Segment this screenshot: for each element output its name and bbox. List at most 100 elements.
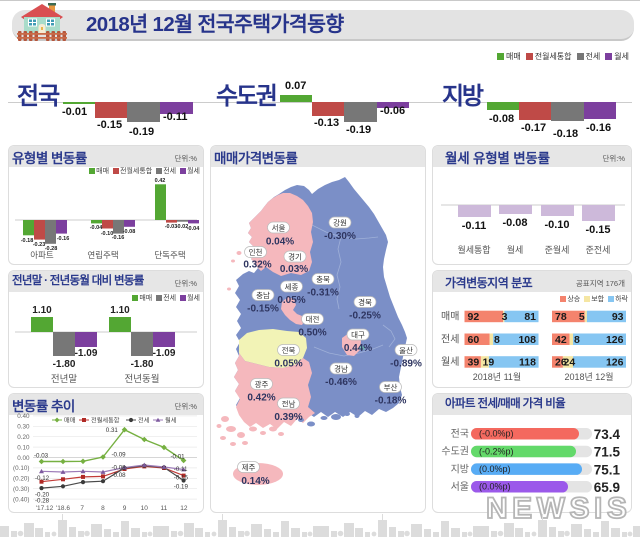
svg-text:19: 19 bbox=[483, 357, 495, 369]
svg-text:전북: 전북 bbox=[282, 345, 296, 355]
svg-text:-0.11: -0.11 bbox=[174, 466, 188, 473]
svg-text:2018년 11월: 2018년 11월 bbox=[473, 371, 521, 382]
svg-text:7: 7 bbox=[80, 505, 84, 512]
svg-text:-0.02: -0.02 bbox=[176, 224, 189, 230]
svg-text:12: 12 bbox=[180, 505, 188, 512]
svg-text:92: 92 bbox=[468, 311, 480, 323]
svg-text:0.20: 0.20 bbox=[17, 434, 30, 441]
svg-text:0.42: 0.42 bbox=[155, 178, 166, 184]
svg-text:-0.89%: -0.89% bbox=[390, 359, 422, 370]
svg-text:93: 93 bbox=[612, 311, 624, 323]
svg-text:(0.0%p): (0.0%p) bbox=[479, 482, 511, 492]
svg-text:(0.40): (0.40) bbox=[13, 496, 29, 503]
svg-text:부산: 부산 bbox=[384, 382, 398, 392]
svg-text:-0.16: -0.16 bbox=[57, 236, 70, 242]
svg-text:(-0.2%p): (-0.2%p) bbox=[479, 446, 514, 456]
svg-text:0.03%: 0.03% bbox=[280, 264, 308, 275]
svg-text:-0.15: -0.15 bbox=[174, 474, 189, 481]
svg-text:0.40: 0.40 bbox=[17, 413, 30, 420]
svg-text:단독주택: 단독주택 bbox=[154, 250, 185, 260]
svg-text:11: 11 bbox=[161, 505, 168, 512]
svg-text:세종: 세종 bbox=[285, 283, 299, 292]
svg-text:126: 126 bbox=[606, 357, 624, 369]
svg-text:제주: 제주 bbox=[242, 463, 256, 472]
svg-text:42: 42 bbox=[555, 334, 567, 346]
svg-text:대전: 대전 bbox=[306, 314, 320, 324]
svg-text:전월세통합: 전월세통합 bbox=[91, 417, 120, 425]
svg-text:월세: 월세 bbox=[507, 244, 524, 255]
svg-text:전세: 전세 bbox=[441, 333, 459, 345]
svg-text:(0.10): (0.10) bbox=[13, 465, 29, 472]
svg-text:-0.18%: -0.18% bbox=[375, 395, 407, 406]
svg-text:26: 26 bbox=[555, 357, 567, 369]
svg-text:(-0.0%p): (-0.0%p) bbox=[479, 429, 514, 439]
svg-text:대구: 대구 bbox=[351, 331, 365, 340]
svg-text:경기: 경기 bbox=[288, 252, 302, 262]
svg-text:서울: 서울 bbox=[451, 481, 469, 493]
svg-text:-0.28: -0.28 bbox=[35, 498, 50, 505]
svg-text:0.00: 0.00 bbox=[17, 455, 30, 462]
svg-text:118: 118 bbox=[519, 357, 536, 369]
svg-text:-0.08: -0.08 bbox=[123, 229, 136, 235]
svg-text:경북: 경북 bbox=[358, 297, 372, 307]
svg-text:0.30: 0.30 bbox=[17, 424, 30, 431]
svg-text:-0.18: -0.18 bbox=[21, 238, 34, 244]
svg-text:-0.19: -0.19 bbox=[174, 484, 189, 491]
svg-text:0.42%: 0.42% bbox=[247, 393, 275, 404]
svg-text:-0.46%: -0.46% bbox=[325, 377, 357, 388]
svg-text:65.9: 65.9 bbox=[594, 480, 620, 495]
svg-text:전년동월: 전년동월 bbox=[125, 373, 160, 385]
svg-text:0.14%: 0.14% bbox=[241, 476, 269, 487]
svg-text:0.44%: 0.44% bbox=[344, 343, 372, 354]
svg-text:-1.80: -1.80 bbox=[131, 359, 154, 370]
svg-text:전국: 전국 bbox=[451, 428, 469, 440]
svg-text:-0.23: -0.23 bbox=[33, 242, 46, 248]
svg-text:60: 60 bbox=[468, 334, 480, 346]
svg-text:준전세: 준전세 bbox=[586, 245, 611, 255]
svg-text:-0.15: -0.15 bbox=[585, 224, 610, 236]
svg-text:0.31: 0.31 bbox=[106, 427, 119, 434]
svg-text:-1.09: -1.09 bbox=[75, 348, 98, 359]
svg-text:(0.20): (0.20) bbox=[13, 476, 29, 483]
svg-text:준월세: 준월세 bbox=[545, 244, 570, 255]
svg-text:연립주택: 연립주택 bbox=[87, 250, 118, 260]
svg-text:수도권: 수도권 bbox=[441, 446, 469, 458]
svg-text:(0.30): (0.30) bbox=[13, 486, 29, 493]
svg-text:8: 8 bbox=[101, 505, 105, 512]
svg-text:지방: 지방 bbox=[451, 463, 469, 475]
svg-text:1.10: 1.10 bbox=[110, 305, 130, 316]
svg-text:8: 8 bbox=[574, 334, 580, 346]
svg-text:인천: 인천 bbox=[249, 247, 263, 257]
svg-text:-0.08: -0.08 bbox=[502, 217, 527, 229]
svg-text:'17.12: '17.12 bbox=[36, 505, 54, 512]
svg-text:-0.30%: -0.30% bbox=[324, 231, 356, 242]
svg-text:-0.08: -0.08 bbox=[112, 472, 127, 479]
svg-text:전세: 전세 bbox=[138, 417, 150, 425]
svg-text:-0.03: -0.03 bbox=[34, 453, 49, 460]
svg-text:78: 78 bbox=[555, 311, 567, 323]
svg-text:매매: 매매 bbox=[441, 311, 459, 323]
svg-text:-0.25%: -0.25% bbox=[349, 310, 381, 321]
svg-text:-0.31%: -0.31% bbox=[307, 288, 339, 299]
svg-text:0.50%: 0.50% bbox=[298, 328, 326, 339]
svg-text:81: 81 bbox=[524, 311, 536, 323]
svg-text:-0.03: -0.03 bbox=[165, 224, 178, 230]
svg-text:1.10: 1.10 bbox=[32, 305, 52, 316]
svg-text:전남: 전남 bbox=[282, 399, 296, 409]
svg-text:0.05%: 0.05% bbox=[274, 359, 302, 370]
svg-text:10: 10 bbox=[141, 505, 149, 512]
svg-text:월세: 월세 bbox=[165, 417, 177, 425]
svg-text:-0.09: -0.09 bbox=[112, 451, 127, 458]
svg-text:경남: 경남 bbox=[334, 364, 348, 374]
svg-text:-0.12: -0.12 bbox=[35, 475, 50, 482]
svg-text:충북: 충북 bbox=[316, 275, 330, 284]
svg-text:71.5: 71.5 bbox=[594, 445, 621, 460]
svg-text:0.05%: 0.05% bbox=[277, 295, 305, 306]
svg-text:39: 39 bbox=[468, 357, 480, 369]
svg-text:-0.15%: -0.15% bbox=[247, 304, 279, 315]
svg-text:충남: 충남 bbox=[256, 291, 270, 300]
svg-text:강원: 강원 bbox=[333, 218, 347, 228]
svg-text:-1.80: -1.80 bbox=[53, 359, 76, 370]
svg-text:-0.28: -0.28 bbox=[45, 246, 58, 252]
svg-text:울산: 울산 bbox=[399, 345, 413, 355]
